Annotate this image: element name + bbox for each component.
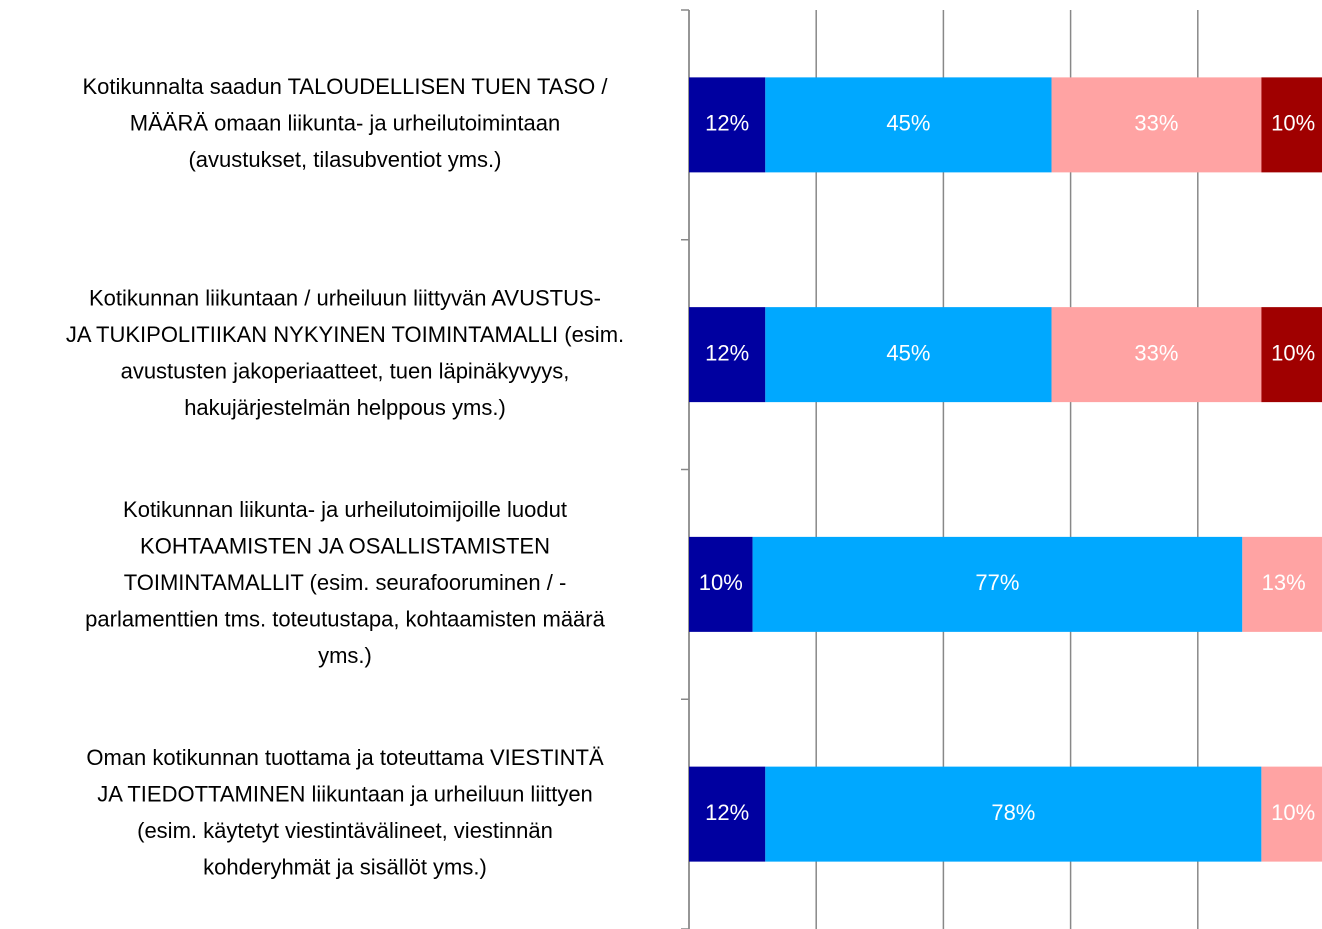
category-label: KOHTAAMISTEN JA OSALLISTAMISTEN xyxy=(140,534,550,559)
bar-segment xyxy=(752,536,1243,632)
category-label: parlamenttien tms. toteutustapa, kohtaam… xyxy=(85,607,605,632)
data-label: 10% xyxy=(1271,111,1315,136)
data-label: 12% xyxy=(705,111,749,136)
bar-segment xyxy=(689,307,766,403)
data-label: 77% xyxy=(975,570,1019,595)
bar-segment xyxy=(1242,536,1322,632)
data-label: 45% xyxy=(886,340,930,365)
bar-segment xyxy=(689,766,766,862)
category-label: TOIMINTAMALLIT (esim. seurafooruminen / … xyxy=(124,570,567,595)
category-label: (avustukset, tilasubventiot yms.) xyxy=(188,147,501,172)
data-label: 45% xyxy=(886,111,930,136)
data-label: 12% xyxy=(705,800,749,825)
bar-segment xyxy=(1051,77,1262,173)
data-label: 12% xyxy=(705,340,749,365)
bar-segment xyxy=(765,766,1262,862)
data-label: 10% xyxy=(699,570,743,595)
bar-segment xyxy=(689,77,766,173)
bar-segment xyxy=(1051,307,1262,403)
category-label: Kotikunnalta saadun TALOUDELLISEN TUEN T… xyxy=(83,74,609,99)
category-label: Kotikunnan liikunta- ja urheilutoimijoil… xyxy=(123,497,567,522)
data-label: 10% xyxy=(1271,340,1315,365)
data-label: 13% xyxy=(1262,570,1306,595)
bar-segment xyxy=(1261,766,1322,862)
data-label: 33% xyxy=(1134,340,1178,365)
category-label: avustusten jakoperiaatteet, tuen läpinäk… xyxy=(121,359,570,384)
category-label: (esim. käytetyt viestintävälineet, viest… xyxy=(137,818,553,843)
bar-segment xyxy=(765,77,1052,173)
bar-segment xyxy=(689,536,753,632)
category-label: kohderyhmät ja sisällöt yms.) xyxy=(203,855,487,880)
category-label: JA TIEDOTTAMINEN liikuntaan ja urheiluun… xyxy=(97,782,593,807)
data-label: 10% xyxy=(1271,800,1315,825)
category-label: yms.) xyxy=(318,643,372,668)
category-label: JA TUKIPOLITIIKAN NYKYINEN TOIMINTAMALLI… xyxy=(66,322,624,347)
category-label: Oman kotikunnan tuottama ja toteuttama V… xyxy=(86,745,604,770)
bar-segment xyxy=(765,307,1052,403)
category-label: Kotikunnan liikuntaan / urheiluun liitty… xyxy=(89,286,601,311)
category-label: MÄÄRÄ omaan liikunta- ja urheilutoiminta… xyxy=(130,111,560,136)
bar-segment xyxy=(1261,307,1322,403)
data-label: 78% xyxy=(991,800,1035,825)
category-label: hakujärjestelmän helppous yms.) xyxy=(184,395,506,420)
bar-segment xyxy=(1261,77,1322,173)
data-label: 33% xyxy=(1134,111,1178,136)
